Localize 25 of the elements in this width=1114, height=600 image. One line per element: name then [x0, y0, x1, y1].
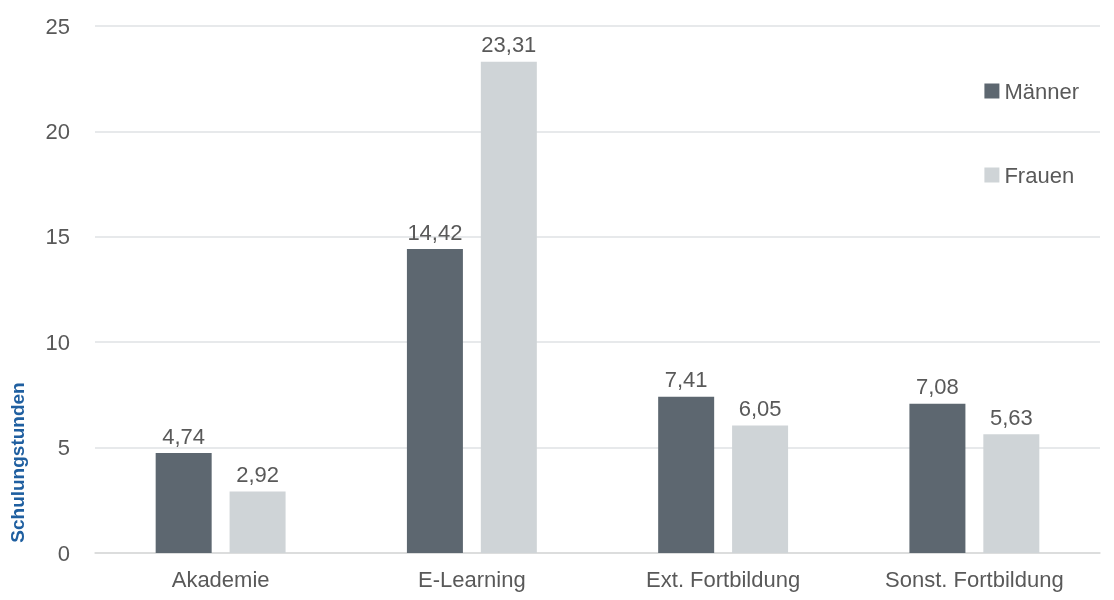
bar: [658, 396, 715, 553]
data-label: 4,74: [162, 423, 206, 449]
data-label: 23,31: [481, 32, 537, 58]
x-tick-label: Akademie: [171, 566, 270, 592]
legend-label: Frauen: [1004, 162, 1075, 188]
x-tick-label: E-Learning: [418, 566, 526, 592]
data-label: 6,05: [738, 395, 782, 421]
y-tick-label: 0: [57, 540, 70, 566]
y-tick-label: 25: [45, 13, 70, 39]
bar: [909, 403, 966, 553]
y-axis-title: Schulungstunden: [7, 382, 28, 543]
x-tick-label: Sonst. Fortbildung: [885, 566, 1064, 592]
y-tick-label: 10: [45, 329, 70, 355]
x-tick-label: Ext. Fortbildung: [646, 566, 801, 592]
y-tick-label: 20: [45, 118, 70, 144]
y-tick-label: 15: [45, 224, 70, 250]
data-label: 2,92: [236, 461, 279, 487]
data-label: 7,08: [916, 374, 959, 400]
data-label: 5,63: [989, 404, 1033, 430]
data-label: 7,41: [664, 367, 708, 393]
bar: [406, 249, 463, 553]
y-tick-label: 5: [57, 435, 70, 461]
data-label: 14,42: [407, 219, 463, 245]
legend-label: Männer: [1004, 78, 1079, 104]
bar: [155, 453, 212, 553]
